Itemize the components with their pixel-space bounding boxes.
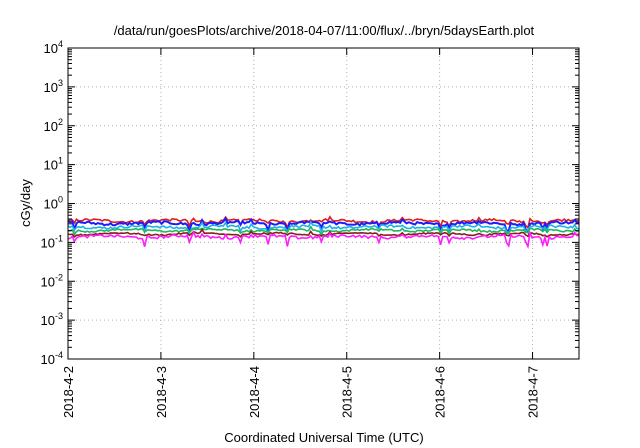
series-line [67,225,580,237]
y-tick-label: 10-3 [41,311,63,328]
y-tick-label: 102 [44,117,63,134]
series-line [67,216,580,235]
y-tick-label: 10-4 [41,350,63,367]
x-tick-label: 2018-4-5 [340,366,355,418]
series-line [67,220,580,236]
y-tick-label: 100 [44,195,63,212]
x-tick-label: 2018-4-2 [61,366,76,418]
y-tick-label: 101 [44,156,63,173]
x-tick-label: 2018-4-4 [247,366,262,418]
grid-lines [68,48,579,359]
y-axis-ticks: 10-4 10-3 10-2 10-1 100 101 102 103 104 [41,39,579,367]
chart-title: /data/run/goesPlots/archive/2018-04-07/1… [114,23,535,38]
y-axis-label: cGy/day [18,179,33,227]
y-tick-label: 103 [44,78,63,95]
series-lines [67,215,580,249]
series-line [67,229,580,249]
y-tick-label: 104 [44,39,63,56]
y-tick-label: 10-2 [41,272,63,289]
x-tick-label: 2018-4-7 [526,366,541,418]
x-axis-ticks: 2018-4-2 2018-4-3 2018-4-4 2018-4-5 2018-4-6… [61,48,541,418]
series-line [67,215,580,230]
x-tick-label: 2018-4-3 [154,366,169,418]
x-tick-label: 2018-4-6 [433,366,448,418]
series-line [67,227,580,239]
y-tick-label: 10-1 [41,233,63,250]
x-axis-label: Coordinated Universal Time (UTC) [224,430,423,445]
